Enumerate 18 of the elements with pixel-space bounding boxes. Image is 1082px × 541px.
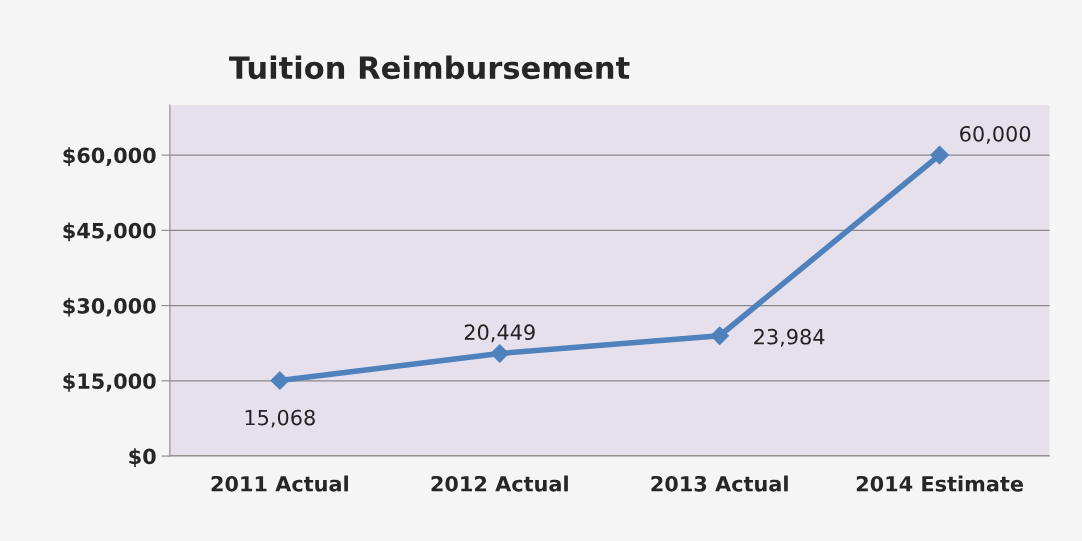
y-tick-label: $0 (129, 448, 156, 468)
data-label: 20,449 (464, 324, 535, 343)
data-label: 15,068 (245, 409, 315, 428)
point (270, 371, 290, 390)
point (710, 326, 730, 346)
chart-title: Tuition Reimbursement (229, 55, 630, 80)
point (490, 344, 510, 363)
data-label: 23,984 (754, 328, 825, 347)
point (930, 145, 949, 165)
y-tick-label: $60,000 (63, 147, 156, 167)
y-tick-label: $45,000 (63, 222, 156, 242)
y-tick-label: $15,000 (63, 372, 156, 392)
data-label: 60,000 (960, 125, 1031, 144)
x-tick-label: 2013 Actual (651, 475, 788, 492)
x-tick-label: 2012 Actual (431, 475, 568, 492)
x-tick-label: 2011 Actual (211, 475, 348, 492)
x-tick-label: 2014 Estimate (856, 475, 1023, 492)
y-tick-label: $30,000 (63, 297, 156, 317)
